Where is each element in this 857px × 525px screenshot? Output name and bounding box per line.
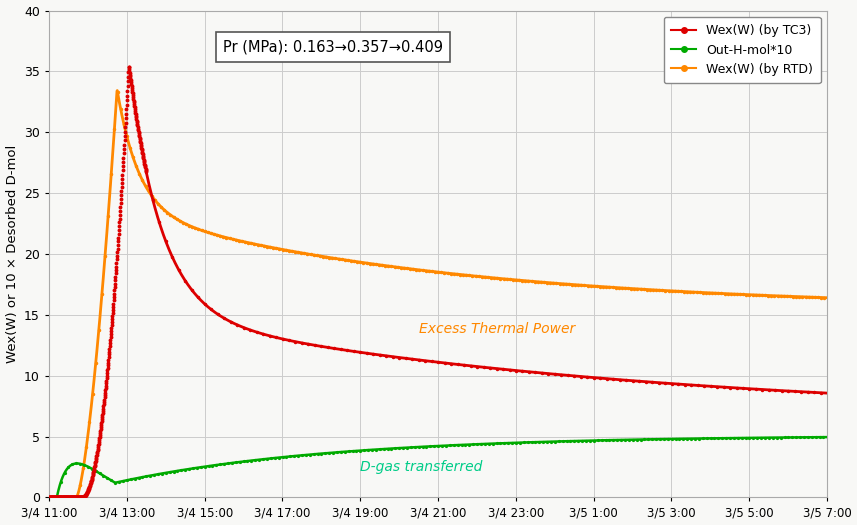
Text: D-gas transferred: D-gas transferred <box>360 460 482 474</box>
Wex(W) (by RTD) <box>807 294 818 300</box>
Out-H-mol*10 <box>342 448 352 455</box>
Wex(W) (by TC3) <box>141 169 152 175</box>
Wex(W) (by TC3) <box>231 321 241 327</box>
Out-H-mol*10 <box>179 467 189 473</box>
Out-H-mol*10 <box>806 434 817 440</box>
Line: Wex(W) (by TC3): Wex(W) (by TC3) <box>146 171 828 394</box>
Wex(W) (by TC3) <box>205 305 215 311</box>
Wex(W) (by RTD) <box>343 257 353 264</box>
Text: Excess Thermal Power: Excess Thermal Power <box>418 322 575 337</box>
Legend: Wex(W) (by TC3), Out-H-mol*10, Wex(W) (by RTD): Wex(W) (by TC3), Out-H-mol*10, Wex(W) (b… <box>664 17 821 83</box>
Wex(W) (by RTD) <box>133 167 143 174</box>
Y-axis label: Wex(W) or 10 × Desorbed D-mol: Wex(W) or 10 × Desorbed D-mol <box>5 145 19 363</box>
Wex(W) (by RTD) <box>723 291 734 297</box>
Wex(W) (by RTD) <box>376 262 387 268</box>
Wex(W) (by TC3) <box>233 322 243 328</box>
Line: Out-H-mol*10: Out-H-mol*10 <box>48 436 828 498</box>
Wex(W) (by TC3) <box>822 390 832 396</box>
Wex(W) (by RTD) <box>44 494 54 500</box>
Out-H-mol*10 <box>822 434 832 440</box>
Wex(W) (by RTD) <box>179 220 189 226</box>
Line: Wex(W) (by RTD): Wex(W) (by RTD) <box>48 90 828 498</box>
Out-H-mol*10 <box>722 435 733 442</box>
Out-H-mol*10 <box>376 446 387 453</box>
Wex(W) (by TC3) <box>820 390 830 396</box>
Wex(W) (by RTD) <box>112 88 123 94</box>
Wex(W) (by RTD) <box>822 295 832 301</box>
Text: Pr (MPa): 0.163→0.357→0.409: Pr (MPa): 0.163→0.357→0.409 <box>223 39 443 55</box>
Out-H-mol*10 <box>133 475 143 481</box>
Wex(W) (by TC3) <box>398 355 408 361</box>
Wex(W) (by TC3) <box>788 388 798 394</box>
Out-H-mol*10 <box>44 494 54 500</box>
